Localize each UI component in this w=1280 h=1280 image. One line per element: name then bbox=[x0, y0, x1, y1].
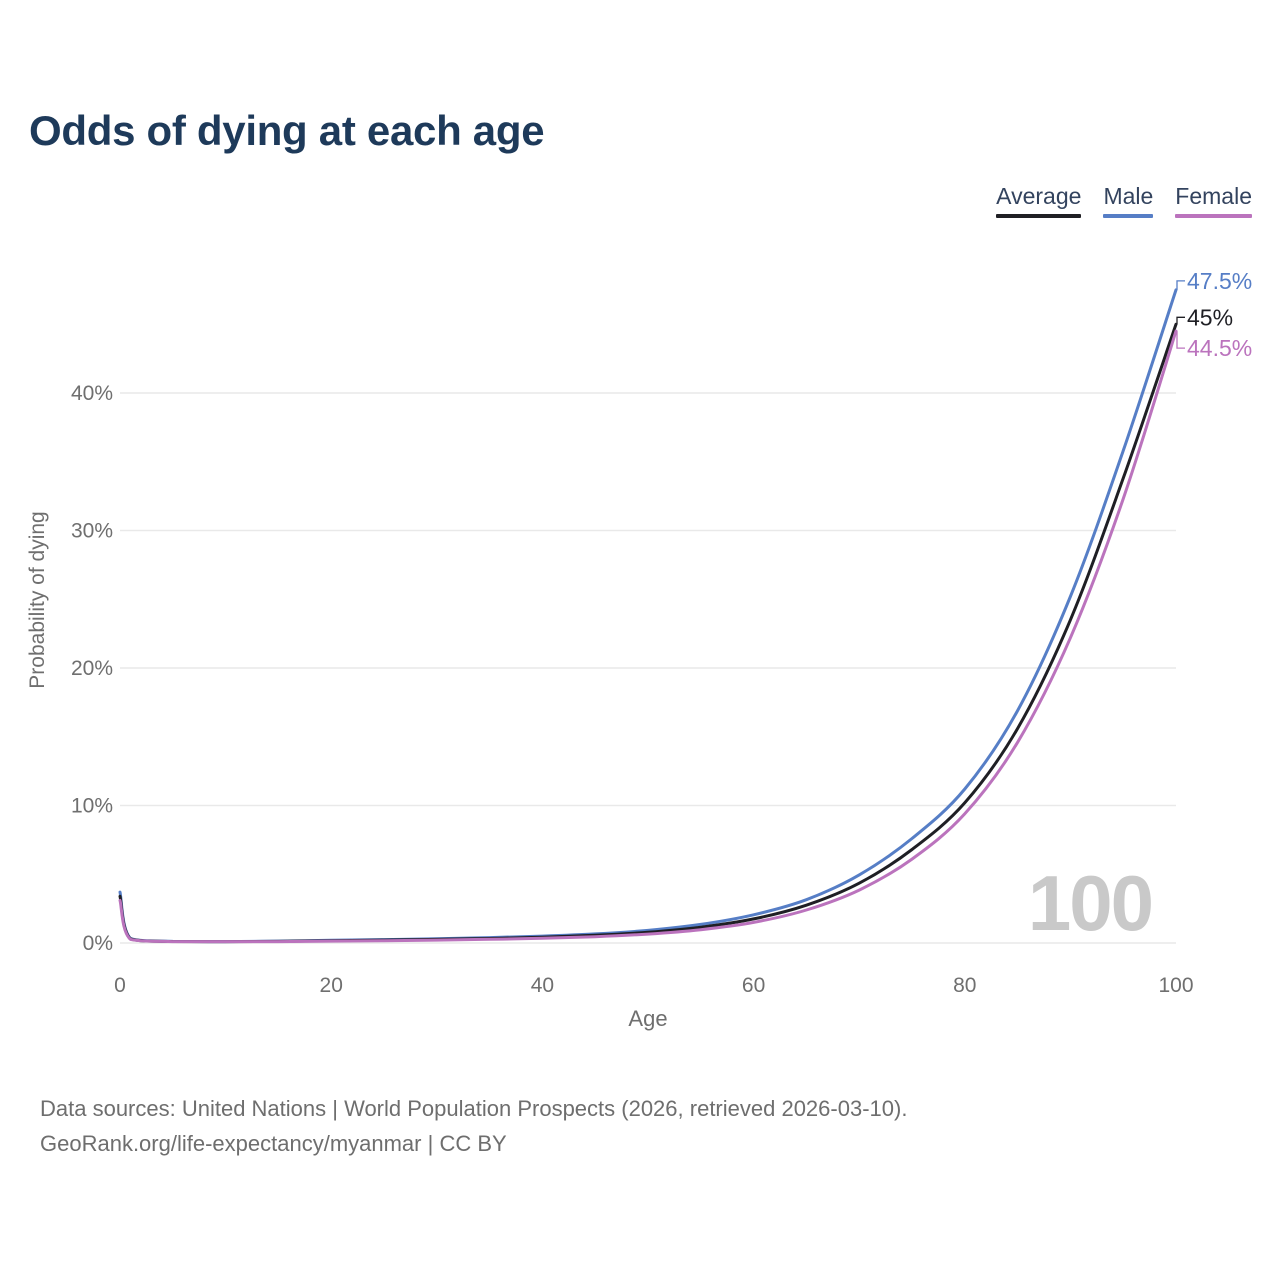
legend-label-male: Male bbox=[1103, 183, 1154, 209]
series-line-average[interactable] bbox=[118, 322, 1178, 944]
legend-item-average[interactable]: Average bbox=[996, 183, 1082, 218]
x-tick-label: 0 bbox=[114, 974, 126, 997]
page-title: Odds of dying at each age bbox=[29, 107, 545, 154]
legend-item-female[interactable]: Female bbox=[1175, 183, 1252, 218]
watermark-age-counter: 100 bbox=[1028, 859, 1152, 947]
x-tick-label: 40 bbox=[531, 974, 554, 997]
x-tick-label: 60 bbox=[742, 974, 765, 997]
end-label-connector-male bbox=[1176, 280, 1185, 290]
end-label-connector-female bbox=[1176, 331, 1185, 349]
end-label-connector-average bbox=[1176, 316, 1185, 325]
legend-item-male[interactable]: Male bbox=[1103, 183, 1154, 218]
legend-label-female: Female bbox=[1175, 183, 1252, 209]
source-line-1: Data sources: United Nations | World Pop… bbox=[40, 1096, 908, 1121]
y-axis-tick-labels: 0% 10% 20% 30% 40% bbox=[71, 382, 113, 955]
x-tick-label: 20 bbox=[320, 974, 343, 997]
end-label-male: 47.5% bbox=[1187, 268, 1252, 294]
source-note: Data sources: United Nations | World Pop… bbox=[40, 1091, 907, 1161]
y-tick-label: 10% bbox=[71, 795, 113, 818]
x-axis-title: Age bbox=[628, 1006, 667, 1031]
source-line-2: GeoRank.org/life-expectancy/myanmar | CC… bbox=[40, 1131, 507, 1156]
y-tick-label: 30% bbox=[71, 520, 113, 543]
legend-underline-male bbox=[1103, 214, 1154, 218]
gridlines bbox=[120, 392, 1176, 944]
y-axis-title: Probability of dying bbox=[26, 511, 49, 688]
y-tick-label: 20% bbox=[71, 657, 113, 680]
series-line-male[interactable] bbox=[118, 288, 1178, 944]
series-line-female[interactable] bbox=[118, 329, 1178, 944]
end-label-average: 45% bbox=[1187, 304, 1233, 330]
series-lines bbox=[118, 288, 1178, 944]
legend: Average Male Female bbox=[996, 183, 1252, 218]
end-label-female: 44.5% bbox=[1187, 335, 1252, 361]
legend-underline-female bbox=[1175, 214, 1252, 218]
legend-underline-average bbox=[996, 214, 1082, 218]
legend-label-average: Average bbox=[996, 183, 1082, 209]
x-axis-tick-labels: 0 20 40 60 80 100 bbox=[114, 974, 1193, 997]
y-tick-label: 0% bbox=[83, 932, 113, 955]
series-end-labels: 47.5% 45% 44.5% bbox=[1176, 268, 1252, 361]
x-tick-label: 100 bbox=[1158, 974, 1193, 997]
x-tick-label: 80 bbox=[953, 974, 976, 997]
line-chart: 0% 10% 20% 30% 40% 0 20 40 60 80 100 Probability … bbox=[26, 268, 1252, 1031]
y-tick-label: 40% bbox=[71, 382, 113, 405]
